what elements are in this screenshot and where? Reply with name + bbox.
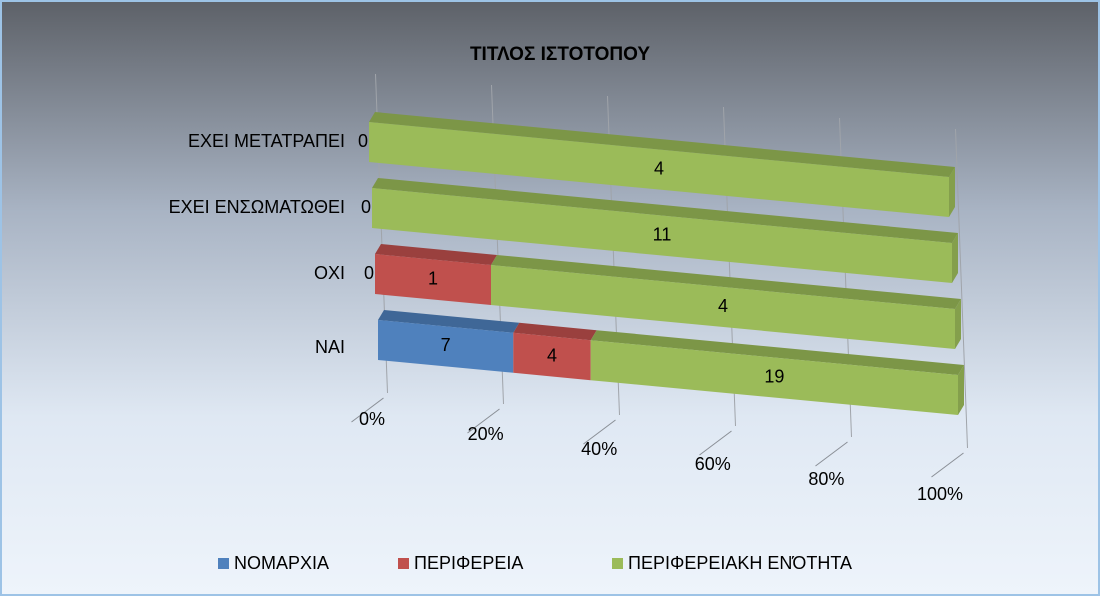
- legend-swatch: [218, 558, 229, 569]
- x-tick-label: 40%: [581, 439, 617, 459]
- x-tick-mark: [815, 441, 848, 467]
- legend-label: ΝΟΜΑΡΧΙΑ: [234, 553, 329, 573]
- y-tick-label: ΝΑΙ: [315, 337, 345, 357]
- bar: [375, 254, 491, 305]
- x-tick-label: 80%: [808, 469, 844, 489]
- legend-swatch: [398, 558, 409, 569]
- x-tick-mark: [699, 430, 732, 456]
- chart-title: ΤΙΤΛΟΣ ΙΣΤΟΤΟΠΟΥ: [470, 44, 650, 65]
- bar-top: [375, 244, 497, 265]
- data-label: 0: [364, 263, 374, 283]
- legend-swatch: [612, 558, 623, 569]
- bar: [513, 332, 591, 381]
- bar-top: [513, 322, 597, 341]
- x-tick-label: 20%: [468, 424, 504, 444]
- x-tick-label: 100%: [917, 484, 963, 504]
- x-tick-mark: [931, 452, 964, 478]
- data-label: 4: [718, 296, 728, 316]
- bar: [369, 122, 949, 217]
- bar-end: [949, 167, 955, 217]
- x-tick-label: 60%: [695, 454, 731, 474]
- bar-top: [491, 255, 961, 309]
- x-tick-mark: [467, 408, 500, 434]
- data-label: 1: [428, 268, 438, 288]
- bar-top: [372, 178, 958, 243]
- bar-end: [955, 299, 961, 349]
- y-tick-label: ΕΧΕΙ ΕΝΣΩΜΑΤΩΘΕΙ: [169, 197, 345, 217]
- bar: [372, 188, 952, 283]
- legend-label: ΠΕΡΙΦΕΡΕΙΑ: [414, 553, 523, 573]
- data-label: 4: [547, 345, 557, 365]
- bar-end: [958, 365, 964, 415]
- legend-label: ΠΕΡΙΦΕΡΕΙΑΚΗ ΕΝΌΤΗΤΑ: [628, 553, 852, 573]
- x-tick-label: 0%: [359, 409, 385, 429]
- y-tick-label: ΟΧΙ: [314, 263, 345, 283]
- bar: [378, 320, 514, 373]
- data-label: 11: [653, 224, 672, 244]
- bar-end: [952, 233, 958, 283]
- data-label: 4: [654, 158, 664, 178]
- data-label: 7: [441, 335, 451, 355]
- bar-top: [590, 330, 964, 375]
- grid-line: [955, 128, 968, 449]
- data-label: 19: [764, 366, 784, 386]
- bar: [590, 340, 958, 415]
- bar-top: [369, 112, 955, 177]
- bar-top: [378, 310, 520, 333]
- x-tick-mark: [583, 419, 616, 445]
- x-tick-mark: [351, 397, 384, 423]
- bar: [491, 265, 955, 349]
- data-label: 0: [361, 197, 371, 217]
- y-tick-label: ΕΧΕΙ ΜΕΤΑΤΡΑΠΕΙ: [188, 131, 345, 151]
- data-label: 0: [358, 131, 368, 151]
